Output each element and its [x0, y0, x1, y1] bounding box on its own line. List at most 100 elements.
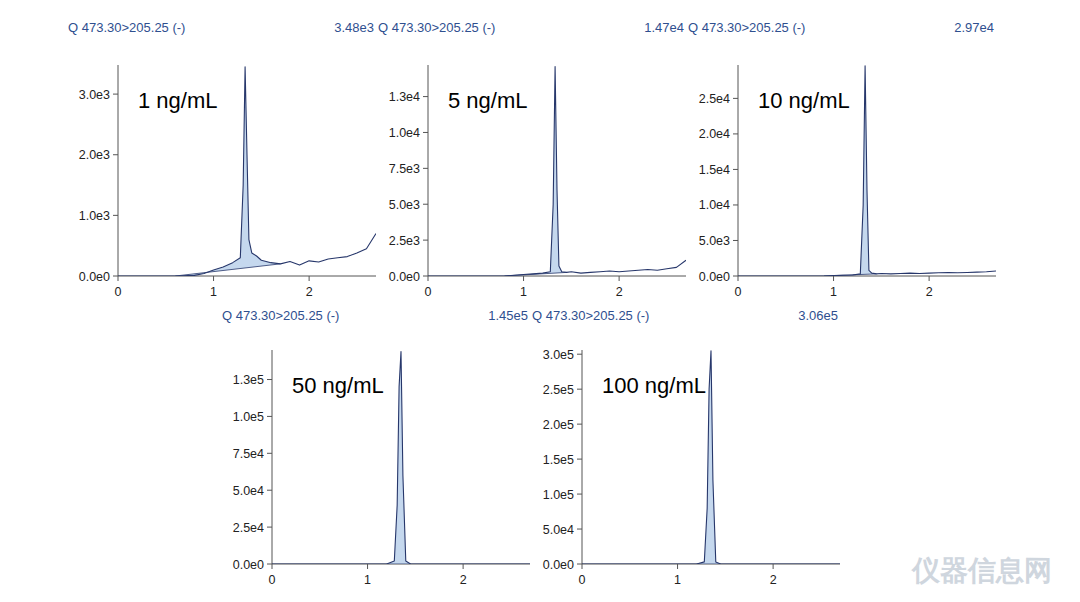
- x-tick: [523, 276, 524, 281]
- plot-area: [738, 66, 996, 276]
- y-tick: [267, 416, 272, 417]
- chromatogram-trace: [118, 67, 376, 276]
- panel: Q 473.30>205.25 (-)2.97e40.0e05.0e31.0e4…: [688, 20, 996, 299]
- y-tick: [577, 389, 582, 390]
- plot-area: [272, 351, 530, 564]
- y-tick-label: 2.0e5: [543, 418, 574, 432]
- y-tick: [113, 276, 118, 277]
- x-tick: [677, 564, 678, 569]
- integration-baseline: [387, 564, 411, 565]
- y-tick: [577, 494, 582, 495]
- y-tick-label: 2.5e4: [699, 92, 730, 106]
- y-tick: [113, 215, 118, 216]
- panel-title: Q 473.30>205.25 (-): [378, 20, 495, 35]
- y-tick: [113, 94, 118, 95]
- plot-area: [118, 67, 376, 276]
- x-tick: [118, 276, 119, 281]
- y-tick-label: 1.3e4: [389, 90, 420, 104]
- x-tick-label: 1: [520, 285, 527, 299]
- chromatogram-trace: [582, 351, 840, 564]
- y-tick: [423, 276, 428, 277]
- y-tick: [423, 168, 428, 169]
- concentration-label: 1 ng/mL: [138, 88, 218, 113]
- y-tick-label: 2.5e3: [389, 234, 420, 248]
- x-tick: [929, 276, 930, 281]
- plot-area: [582, 351, 840, 564]
- chromatogram-trace: [428, 66, 686, 276]
- x-tick-label: 0: [735, 285, 742, 299]
- x-tick-label: 0: [425, 285, 432, 299]
- x-tick-label: 2: [770, 573, 777, 587]
- y-tick-label: 2.0e3: [79, 148, 110, 162]
- y-tick: [577, 424, 582, 425]
- y-tick: [577, 354, 582, 355]
- x-tick: [213, 276, 214, 281]
- y-tick: [113, 154, 118, 155]
- y-tick-label: 1.0e5: [233, 410, 264, 424]
- y-axis: [118, 65, 119, 276]
- y-tick: [267, 564, 272, 565]
- chromatogram-trace: [738, 66, 996, 276]
- x-tick: [272, 564, 273, 569]
- y-tick-label: 1.0e4: [389, 126, 420, 140]
- y-axis: [272, 350, 273, 564]
- y-tick-label: 0.0e0: [389, 270, 420, 284]
- y-tick-label: 0.0e0: [699, 270, 730, 284]
- concentration-label: 5 ng/mL: [448, 88, 528, 113]
- x-tick-label: 1: [364, 573, 371, 587]
- y-tick: [423, 132, 428, 133]
- y-tick: [733, 240, 738, 241]
- y-tick: [733, 133, 738, 134]
- x-tick-label: 0: [579, 573, 586, 587]
- y-tick-label: 1.0e5: [543, 488, 574, 502]
- panel-title: Q 473.30>205.25 (-): [532, 308, 649, 323]
- y-tick-label: 2.5e5: [543, 383, 574, 397]
- panel-title: Q 473.30>205.25 (-): [68, 20, 185, 35]
- integration-baseline: [175, 264, 280, 276]
- y-tick-label: 7.5e3: [389, 162, 420, 176]
- y-tick: [423, 96, 428, 97]
- y-tick: [733, 169, 738, 170]
- y-tick-label: 5.0e4: [543, 523, 574, 537]
- y-tick-label: 2.0e4: [699, 127, 730, 141]
- y-tick: [577, 459, 582, 460]
- y-tick-label: 1.3e5: [233, 373, 264, 387]
- y-tick-label: 3.0e5: [543, 348, 574, 362]
- max-intensity: 3.48e3: [334, 20, 374, 35]
- y-tick-label: 0.0e0: [543, 558, 574, 572]
- panel-title: Q 473.30>205.25 (-): [688, 20, 805, 35]
- y-tick-label: 5.0e3: [699, 234, 730, 248]
- y-tick-label: 5.0e4: [233, 484, 264, 498]
- max-intensity: 1.47e4: [644, 20, 684, 35]
- x-tick-label: 1: [830, 285, 837, 299]
- x-tick-label: 2: [926, 285, 933, 299]
- y-tick-label: 1.5e4: [699, 163, 730, 177]
- x-tick: [582, 564, 583, 569]
- y-tick-label: 1.0e4: [699, 198, 730, 212]
- y-tick: [733, 98, 738, 99]
- y-tick: [423, 240, 428, 241]
- y-tick: [577, 529, 582, 530]
- watermark: 仪器信息网: [911, 555, 1052, 586]
- y-tick-label: 7.5e4: [233, 447, 264, 461]
- peak-area: [387, 351, 411, 564]
- concentration-label: 10 ng/mL: [758, 88, 850, 113]
- x-tick: [428, 276, 429, 281]
- x-tick-label: 2: [306, 285, 313, 299]
- x-tick: [833, 276, 834, 281]
- x-tick-label: 2: [616, 285, 623, 299]
- panel: Q 473.30>205.25 (-)1.45e50.0e02.5e45.0e4…: [222, 308, 530, 587]
- y-tick: [267, 379, 272, 380]
- panel: Q 473.30>205.25 (-) 1.47e4 0.0e0 2.5e3 5.0e3…: [378, 20, 686, 299]
- y-tick-label: 3.0e3: [79, 88, 110, 102]
- plot-area: [428, 66, 686, 276]
- y-axis: [738, 65, 739, 276]
- y-tick-label: 2.5e4: [233, 521, 264, 535]
- x-tick-label: 0: [269, 573, 276, 587]
- x-tick-label: 1: [210, 285, 217, 299]
- x-tick: [738, 276, 739, 281]
- y-tick: [577, 564, 582, 565]
- y-tick: [733, 204, 738, 205]
- y-tick-label: 5.0e3: [389, 198, 420, 212]
- concentration-label: 100 ng/mL: [602, 373, 706, 398]
